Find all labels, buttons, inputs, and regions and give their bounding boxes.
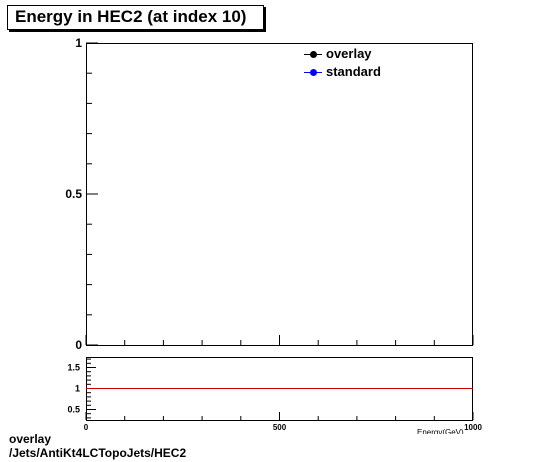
legend-label-standard: standard [326, 64, 381, 79]
ratio-y-tick-label: 1 [75, 384, 80, 394]
x-tick-label: 1000 [464, 423, 482, 432]
x-tick-label: 500 [273, 423, 287, 432]
y-tick-label: 0.5 [65, 187, 82, 201]
legend-marker-standard [310, 69, 317, 76]
footer-line-2: /Jets/AntiKt4LCTopoJets/HEC2 [9, 446, 187, 460]
y-tick-label: 1 [75, 36, 82, 50]
x-tick-label: 0 [84, 423, 89, 432]
footer: overlay /Jets/AntiKt4LCTopoJets/HEC2 [9, 432, 186, 460]
ratio-y-tick-label: 0.5 [67, 405, 80, 415]
ratio-y-tick-label: 1.5 [67, 363, 80, 373]
legend-marker-overlay [310, 51, 317, 58]
y-tick-label: 0 [75, 338, 82, 352]
chart-title-box: Energy in HEC2 (at index 10) [7, 5, 264, 30]
footer-line-1: overlay [9, 432, 52, 446]
x-axis-label: Energy(GeV) [417, 428, 464, 434]
chart-title: Energy in HEC2 (at index 10) [15, 7, 247, 26]
legend-label-overlay: overlay [326, 46, 372, 61]
